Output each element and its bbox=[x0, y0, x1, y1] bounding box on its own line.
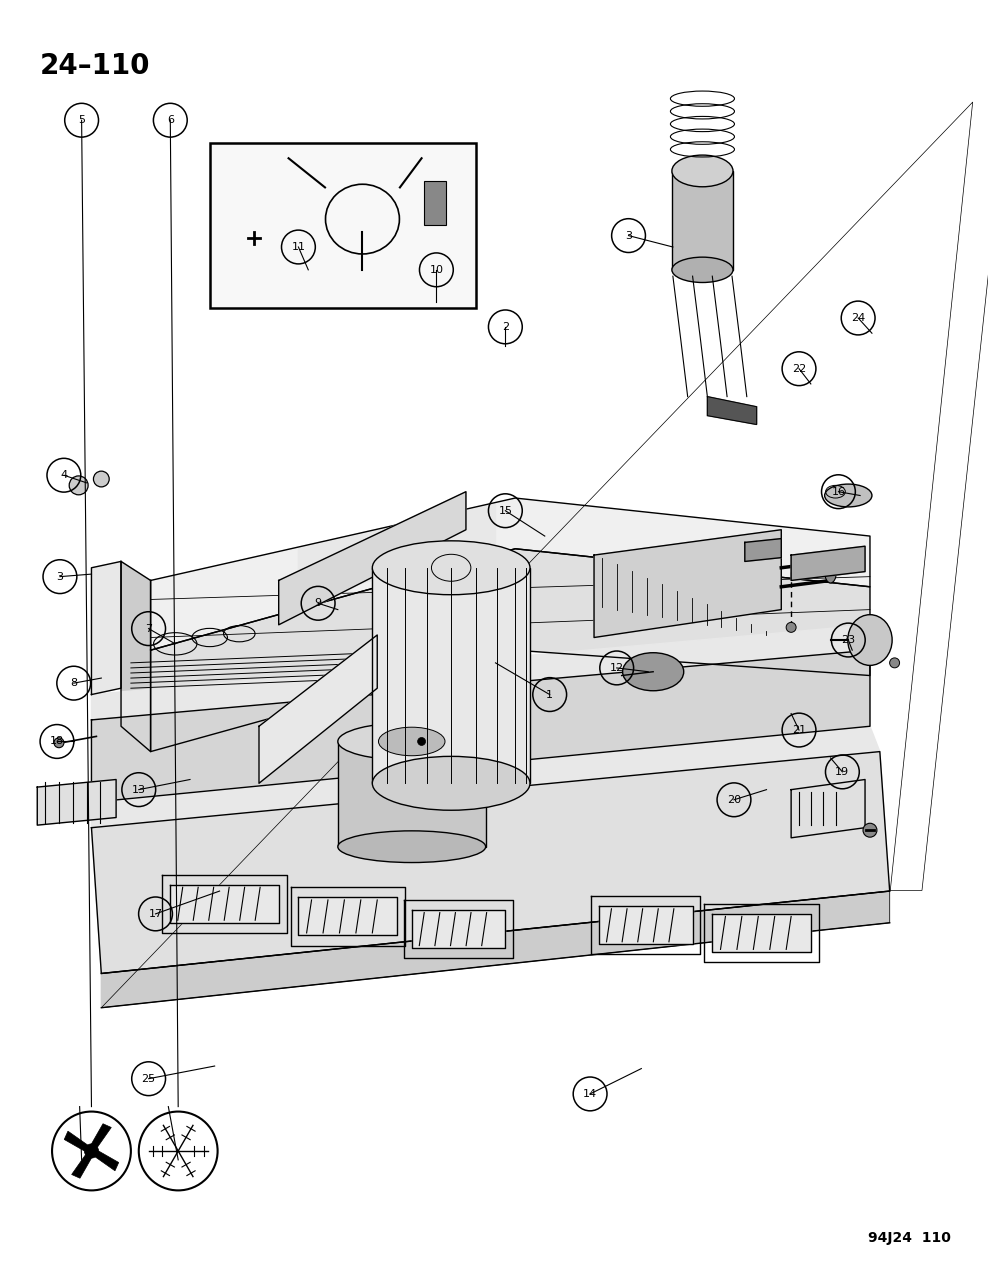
Polygon shape bbox=[278, 492, 466, 625]
Text: 2: 2 bbox=[501, 321, 509, 332]
Text: 3: 3 bbox=[625, 231, 632, 241]
Text: 3: 3 bbox=[56, 571, 63, 581]
Text: 23: 23 bbox=[841, 635, 855, 645]
Polygon shape bbox=[151, 548, 870, 751]
Polygon shape bbox=[95, 1151, 119, 1170]
Polygon shape bbox=[791, 779, 865, 838]
Ellipse shape bbox=[622, 653, 684, 691]
Text: 22: 22 bbox=[792, 363, 806, 374]
Ellipse shape bbox=[672, 156, 733, 186]
Polygon shape bbox=[91, 650, 870, 802]
Polygon shape bbox=[121, 561, 151, 751]
Text: 20: 20 bbox=[727, 794, 741, 805]
Circle shape bbox=[786, 622, 796, 632]
Ellipse shape bbox=[373, 756, 530, 810]
Polygon shape bbox=[599, 907, 693, 945]
Polygon shape bbox=[713, 914, 811, 952]
Polygon shape bbox=[91, 561, 121, 695]
Circle shape bbox=[54, 738, 64, 747]
Text: 1: 1 bbox=[546, 690, 553, 700]
Text: 11: 11 bbox=[291, 242, 305, 252]
Text: 14: 14 bbox=[583, 1089, 598, 1099]
Ellipse shape bbox=[825, 484, 872, 507]
Polygon shape bbox=[338, 742, 486, 847]
Text: 18: 18 bbox=[50, 737, 64, 746]
Ellipse shape bbox=[825, 560, 836, 583]
FancyBboxPatch shape bbox=[210, 143, 476, 307]
Polygon shape bbox=[91, 625, 870, 720]
Text: 8: 8 bbox=[70, 678, 77, 689]
Ellipse shape bbox=[379, 727, 445, 756]
Polygon shape bbox=[298, 898, 397, 936]
Polygon shape bbox=[791, 546, 865, 580]
Text: 24: 24 bbox=[851, 312, 865, 323]
Polygon shape bbox=[91, 1123, 111, 1148]
Text: 12: 12 bbox=[609, 663, 623, 673]
Polygon shape bbox=[373, 567, 530, 783]
Text: 6: 6 bbox=[166, 115, 173, 125]
Polygon shape bbox=[672, 171, 733, 270]
Text: 25: 25 bbox=[142, 1074, 156, 1084]
Polygon shape bbox=[91, 751, 890, 974]
Ellipse shape bbox=[338, 723, 486, 760]
Polygon shape bbox=[91, 727, 880, 827]
Circle shape bbox=[84, 1144, 98, 1158]
Text: 13: 13 bbox=[132, 784, 146, 794]
Text: 5: 5 bbox=[78, 115, 85, 125]
Circle shape bbox=[417, 737, 425, 746]
Polygon shape bbox=[151, 499, 870, 650]
Polygon shape bbox=[594, 529, 781, 638]
Polygon shape bbox=[259, 635, 378, 783]
Polygon shape bbox=[170, 885, 278, 923]
Text: 7: 7 bbox=[145, 623, 153, 634]
Polygon shape bbox=[708, 397, 757, 425]
Circle shape bbox=[890, 658, 900, 668]
Text: 4: 4 bbox=[60, 470, 67, 481]
Text: 10: 10 bbox=[429, 265, 443, 275]
Text: 16: 16 bbox=[831, 487, 845, 497]
Polygon shape bbox=[101, 891, 890, 1007]
Ellipse shape bbox=[847, 615, 892, 666]
Polygon shape bbox=[38, 779, 116, 825]
Text: 19: 19 bbox=[835, 766, 849, 776]
Circle shape bbox=[69, 476, 88, 495]
Circle shape bbox=[863, 824, 877, 838]
Polygon shape bbox=[64, 1131, 87, 1151]
Polygon shape bbox=[298, 505, 496, 599]
Text: 24–110: 24–110 bbox=[41, 52, 151, 80]
Text: 21: 21 bbox=[792, 725, 806, 736]
Polygon shape bbox=[71, 1155, 91, 1178]
Text: 94J24  110: 94J24 110 bbox=[868, 1230, 950, 1244]
Polygon shape bbox=[745, 538, 781, 561]
Text: 9: 9 bbox=[314, 598, 322, 608]
Polygon shape bbox=[423, 181, 446, 226]
Text: 17: 17 bbox=[149, 909, 163, 919]
Polygon shape bbox=[411, 910, 505, 949]
Ellipse shape bbox=[338, 831, 486, 863]
Ellipse shape bbox=[373, 541, 530, 594]
Ellipse shape bbox=[672, 258, 733, 283]
Circle shape bbox=[93, 472, 109, 487]
Text: 15: 15 bbox=[498, 506, 512, 515]
